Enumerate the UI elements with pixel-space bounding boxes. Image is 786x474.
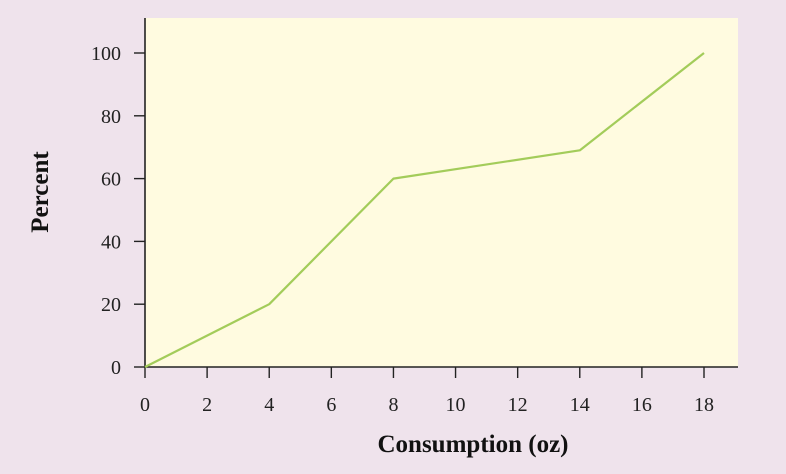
x-tick-label: 16 (632, 394, 652, 416)
y-axis-title: Percent (27, 151, 54, 233)
x-tick-label: 12 (508, 394, 528, 416)
y-axis-ticks: 0 20 40 60 80 100 (91, 43, 145, 379)
y-tick-label: 100 (91, 43, 121, 65)
x-axis-title: Consumption (oz) (378, 431, 569, 458)
series-line (144, 52, 705, 368)
y-tick-label: 80 (101, 106, 121, 128)
x-tick-label: 4 (264, 394, 274, 416)
x-axis-ticks: 0 2 4 6 8 10 12 14 16 18 (140, 367, 714, 416)
plot-area (145, 18, 738, 367)
series-layer (144, 52, 705, 368)
y-tick-label: 60 (101, 169, 121, 191)
x-tick-label: 18 (694, 394, 714, 416)
x-tick-label: 14 (570, 394, 590, 416)
y-tick-label: 40 (101, 231, 121, 253)
x-tick-label: 0 (140, 394, 150, 416)
y-tick-label: 0 (111, 357, 121, 379)
x-tick-label: 8 (388, 394, 398, 416)
x-tick-label: 6 (326, 394, 336, 416)
y-tick-label: 20 (101, 294, 121, 316)
x-tick-label: 10 (446, 394, 466, 416)
x-tick-label: 2 (202, 394, 212, 416)
